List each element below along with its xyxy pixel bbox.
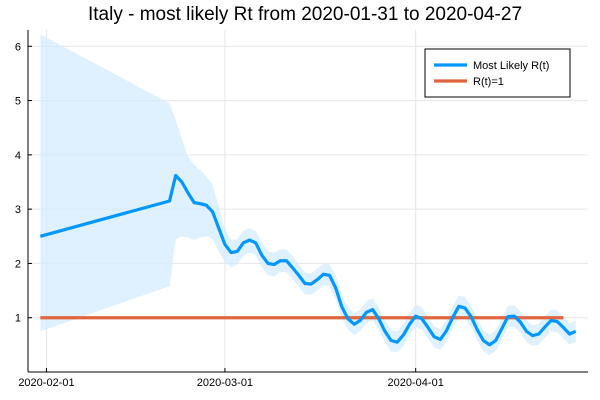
y-tick-label: 6 xyxy=(15,41,21,53)
chart-title: Italy - most likely Rt from 2020-01-31 t… xyxy=(88,4,522,25)
legend-rt-equals-1-label: R(t)=1 xyxy=(473,76,504,88)
legend-most-likely-rt-label: Most Likely R(t) xyxy=(473,60,549,72)
series-layer xyxy=(39,173,577,347)
series-line-most-likely-rt xyxy=(39,173,577,347)
y-tick-label: 2 xyxy=(15,258,21,270)
x-tick-label: 2020-04-01 xyxy=(388,377,444,389)
y-tick-label: 4 xyxy=(15,150,21,162)
axes: 1 2 3 4 5 6 2020-02-01 2020-03-01 2020-04-01 xyxy=(15,30,588,389)
y-tick-label: 1 xyxy=(15,313,21,325)
x-tick-label: 2020-03-01 xyxy=(197,377,253,389)
x-tick-label: 2020-02-01 xyxy=(18,377,74,389)
y-tick-label: 5 xyxy=(15,96,21,108)
legend: Most Likely R(t) R(t)=1 xyxy=(424,48,571,98)
legend-box xyxy=(424,48,571,98)
y-tick-label: 3 xyxy=(15,204,21,216)
